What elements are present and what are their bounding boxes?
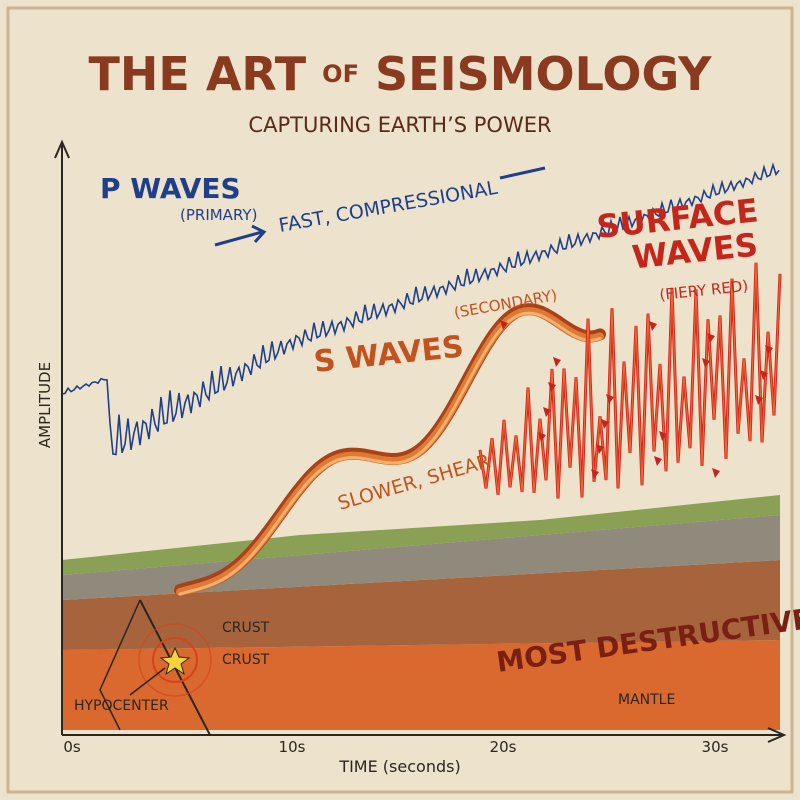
debris — [548, 382, 556, 392]
debris — [712, 468, 720, 478]
debris — [702, 358, 710, 368]
shock-ring — [152, 637, 198, 683]
layer-label: MANTLE — [618, 692, 675, 708]
debris — [707, 333, 715, 343]
frame — [6, 6, 794, 794]
waves — [61, 162, 782, 596]
hypocenter-pointer — [129, 667, 166, 696]
title-part: SEISMOLOGY — [375, 47, 712, 101]
layer-label: HYPOCENTER — [74, 698, 169, 714]
debris — [596, 444, 604, 454]
arrow — [214, 230, 263, 247]
debris — [543, 407, 551, 417]
rock-layer — [62, 515, 780, 600]
debris — [553, 357, 561, 367]
x-tick-label: 10s — [279, 738, 306, 756]
x-tick-label: 0s — [63, 738, 81, 756]
title-part: THE ART — [89, 47, 307, 101]
x-tick-label: 20s — [490, 738, 517, 756]
subtitle: CAPTURING EARTH’S POWER — [248, 113, 551, 137]
arrow — [251, 224, 267, 244]
debris — [659, 431, 667, 441]
s-wave — [178, 311, 602, 596]
p-waves-label: P WAVES — [100, 172, 241, 205]
debris — [755, 395, 763, 405]
title-part: OF — [322, 60, 359, 88]
x-tick-label: 30s — [702, 738, 729, 756]
shock-ring — [138, 623, 212, 697]
surface-wave — [479, 262, 781, 499]
debris — [654, 456, 662, 466]
debris — [606, 394, 614, 404]
debris — [601, 419, 609, 429]
debris — [649, 321, 657, 331]
title: THE ART OF SEISMOLOGY — [89, 39, 713, 101]
debris — [760, 370, 768, 380]
debris — [765, 345, 773, 355]
hypocenter-star — [159, 646, 191, 676]
debris — [538, 432, 546, 442]
x-axis-label: TIME (seconds) — [338, 757, 460, 776]
layer-label: CRUST — [222, 620, 270, 636]
arrow — [499, 166, 546, 180]
y-axis-label: AMPLITUDE — [36, 362, 54, 448]
p-waves-note: (PRIMARY) — [180, 206, 257, 224]
debris — [591, 469, 599, 479]
debris — [500, 320, 508, 330]
x-axis-arrow — [767, 727, 787, 743]
layer-label: CRUST — [222, 652, 270, 668]
mantle-layer — [62, 640, 780, 730]
fault-line — [99, 599, 141, 731]
crust-layer — [62, 560, 780, 650]
p-wave — [61, 162, 780, 456]
y-axis-arrow — [54, 139, 70, 159]
